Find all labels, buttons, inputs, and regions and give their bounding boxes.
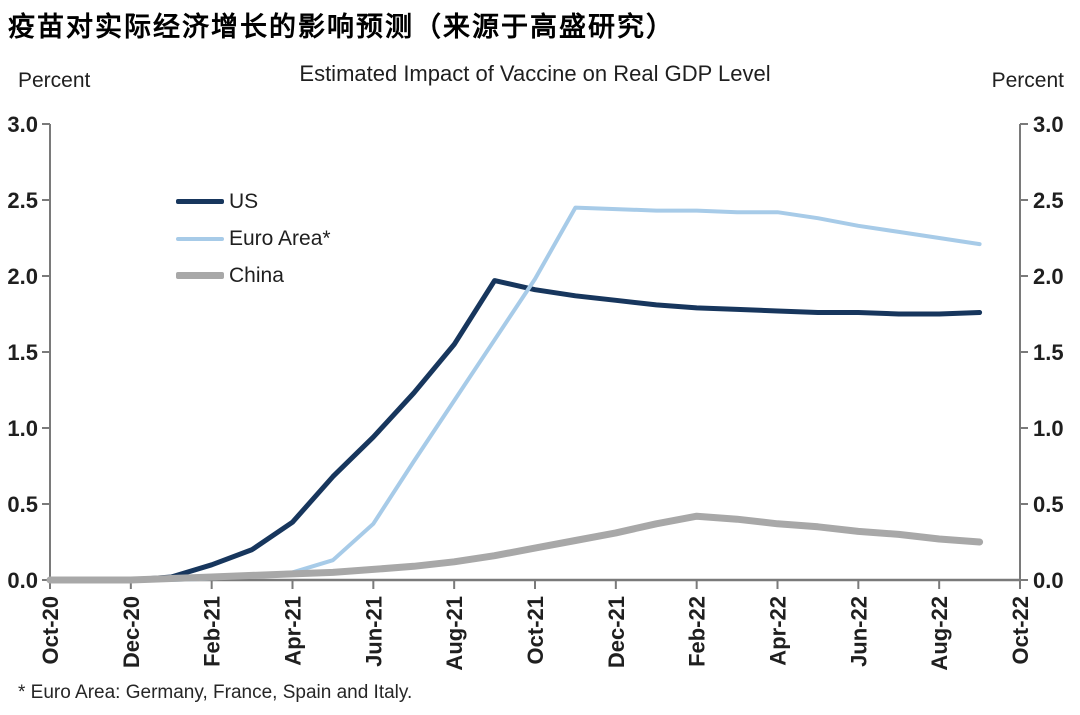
- series-line-us: [47, 278, 983, 583]
- x-tick-label: Jun-21: [361, 596, 386, 667]
- legend-swatch-us: [176, 199, 224, 204]
- x-tick-label: Apr-21: [281, 596, 306, 666]
- x-tick-label: Aug-22: [927, 596, 952, 671]
- legend-label-us: US: [229, 189, 259, 213]
- legend-item-us: US: [176, 183, 331, 220]
- x-tick-label: Oct-20: [38, 596, 63, 664]
- chart-title: Estimated Impact of Vaccine on Real GDP …: [299, 61, 771, 86]
- x-tick-label: Feb-22: [685, 596, 710, 667]
- y-tick-label-right: 1.5: [1033, 340, 1064, 365]
- x-tick-label: Dec-21: [604, 596, 629, 668]
- legend-item-euro-area: Euro Area*: [176, 220, 331, 257]
- x-tick-label: Feb-21: [200, 596, 225, 667]
- y-tick-label-left: 1.0: [7, 416, 38, 441]
- legend-swatch-euro-area: [176, 236, 224, 241]
- x-tick-label: Dec-20: [119, 596, 144, 668]
- legend-label-china: China: [229, 263, 284, 287]
- x-tick-label: Jun-22: [846, 596, 871, 667]
- legend-label-euro-area: Euro Area*: [229, 226, 331, 250]
- y-tick-label-left: 1.5: [7, 340, 38, 365]
- y-tick-label-left: 2.5: [7, 188, 38, 213]
- y-tick-label-right: 2.5: [1033, 188, 1064, 213]
- y-tick-label-right: 1.0: [1033, 416, 1064, 441]
- right-axis-unit-label: Percent: [991, 69, 1064, 92]
- y-tick-label-right: 0.0: [1033, 568, 1064, 593]
- page-title: 疫苗对实际经济增长的影响预测（来源于高盛研究）: [8, 12, 675, 43]
- legend-swatch-china: [176, 272, 224, 279]
- x-tick-label: Oct-21: [523, 596, 548, 664]
- x-tick-label: Aug-21: [442, 596, 467, 671]
- y-tick-label-right: 0.5: [1033, 492, 1064, 517]
- legend-item-china: China: [176, 257, 331, 294]
- y-tick-label-left: 0.5: [7, 492, 38, 517]
- series-line-china: [46, 512, 984, 584]
- chart-legend: US Euro Area* China: [176, 183, 331, 294]
- left-axis-unit-label: Percent: [18, 69, 91, 92]
- x-tick-label: Oct-22: [1008, 596, 1033, 664]
- y-tick-label-right: 2.0: [1033, 264, 1064, 289]
- x-tick-label: Apr-22: [766, 596, 791, 666]
- y-tick-label-left: 0.0: [7, 568, 38, 593]
- y-tick-label-left: 2.0: [7, 264, 38, 289]
- y-tick-label-right: 3.0: [1033, 112, 1064, 137]
- y-tick-label-left: 3.0: [7, 112, 38, 137]
- footnote: * Euro Area: Germany, France, Spain and …: [18, 682, 413, 703]
